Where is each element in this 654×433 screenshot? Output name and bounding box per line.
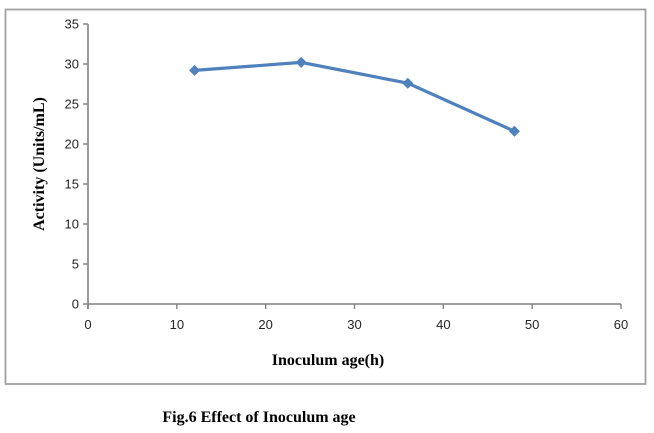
y-tick-label: 25 bbox=[65, 97, 79, 112]
data-point-marker bbox=[508, 125, 520, 137]
series-line bbox=[193, 60, 517, 133]
y-tick-label: 30 bbox=[65, 57, 79, 72]
y-axis-title: Activity (Units/mL) bbox=[31, 97, 48, 231]
data-point-marker bbox=[295, 56, 307, 68]
y-tick-label: 20 bbox=[65, 137, 79, 152]
y-tick-label: 5 bbox=[72, 257, 79, 272]
x-tick-label: 0 bbox=[84, 317, 91, 332]
x-tick-label: 60 bbox=[614, 317, 628, 332]
line-chart-svg: 0 5 10 15 20 25 30 35 0 10 20 30 40 50 60 bbox=[4, 8, 647, 385]
y-tick-label: 15 bbox=[65, 177, 79, 192]
x-tick-label: 10 bbox=[170, 317, 184, 332]
x-tick-label: 50 bbox=[525, 317, 539, 332]
figure-caption: Fig.6 Effect of Inoculum age bbox=[162, 409, 356, 426]
y-tick-label: 35 bbox=[65, 17, 79, 32]
x-tick-label: 30 bbox=[347, 317, 361, 332]
x-tick-label: 40 bbox=[436, 317, 450, 332]
y-tick-label: 10 bbox=[65, 217, 79, 232]
y-tick-label: 0 bbox=[72, 297, 79, 312]
x-axis-title: Inoculum age(h) bbox=[271, 352, 385, 369]
x-tick-label: 20 bbox=[258, 317, 272, 332]
data-point-marker bbox=[402, 77, 414, 89]
chart-border bbox=[4, 8, 647, 385]
data-point-marker bbox=[189, 64, 201, 76]
